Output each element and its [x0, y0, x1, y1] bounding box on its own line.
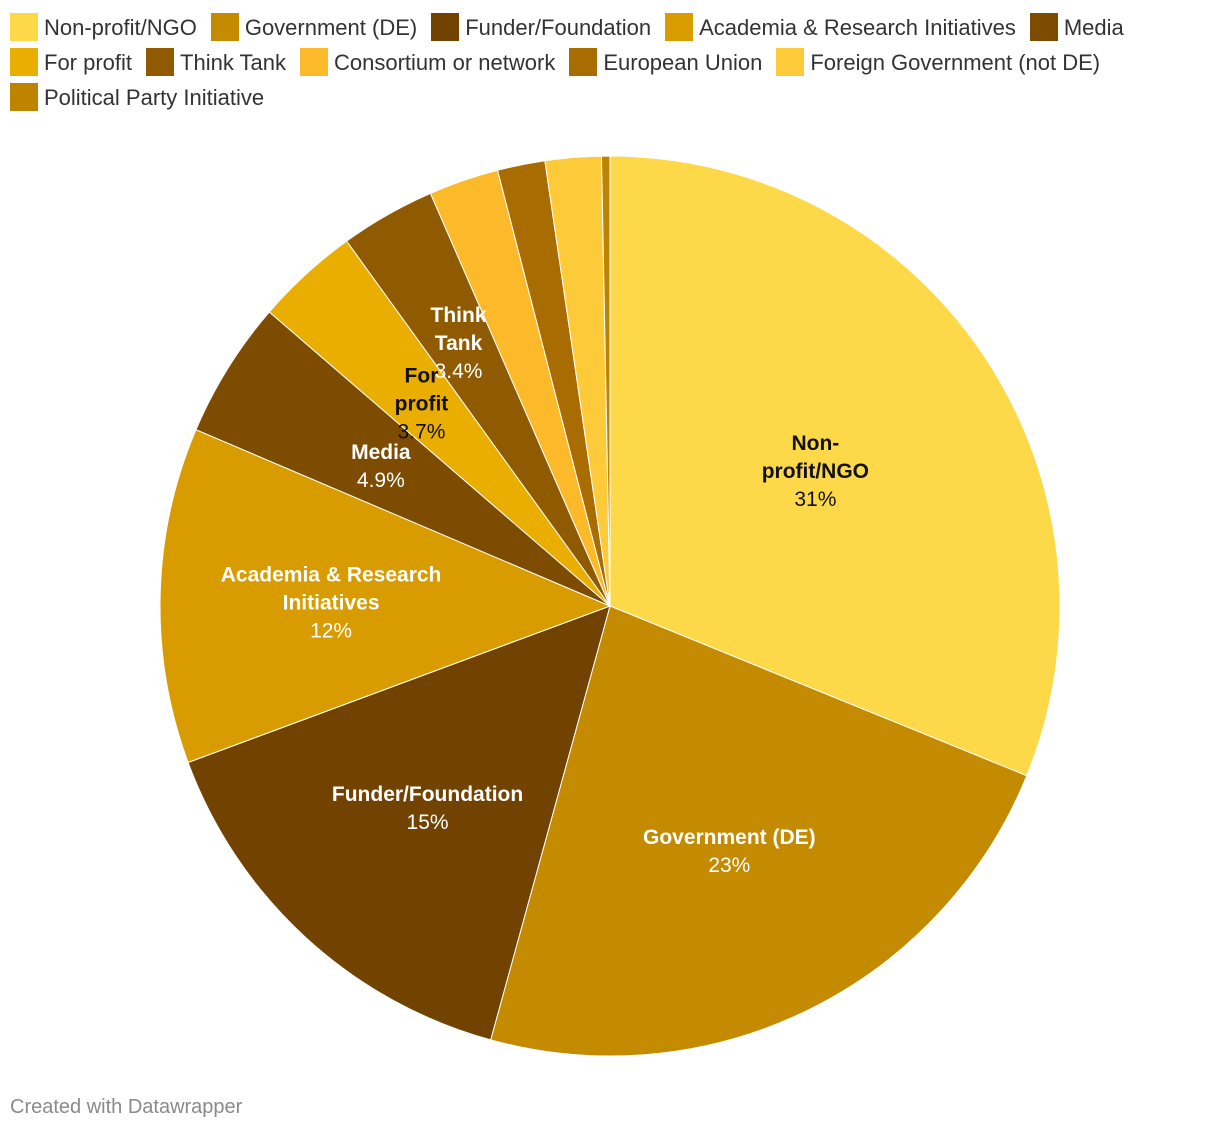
legend-label: Consortium or network [334, 50, 556, 75]
legend-label: Government (DE) [244, 15, 418, 40]
legend-label: Non-profit/NGO [44, 15, 197, 40]
slice-value-label: 15% [407, 811, 449, 834]
slice-label-name: profit [395, 392, 449, 415]
slice-value-label: 23% [708, 854, 750, 877]
slice-label-for-profit: For profit 3.7% [395, 364, 449, 443]
slice-value-label: 31% [794, 488, 836, 511]
legend-label: Funder/Foundation [465, 15, 652, 40]
legend-swatch [146, 48, 175, 76]
slice-label-name: Media [351, 441, 411, 464]
legend-item-academia-research-initiatives: Academia & Research Initiatives [665, 10, 1016, 45]
legend-item-consortium-or-network: Consortium or network [300, 45, 555, 80]
legend-swatch [431, 13, 460, 41]
legend-swatch [10, 83, 38, 111]
slice-label-name: For [405, 364, 439, 387]
slice-label-non-profit-ngo: Non-profit/NGO 31% [762, 432, 869, 511]
legend-label: For profit [44, 50, 133, 75]
legend-item-european-union: European Union [569, 45, 762, 80]
legend-label: European Union [603, 50, 763, 75]
slice-value-label: 4.9% [357, 469, 405, 492]
legend-label: Political Party Initiative [44, 85, 265, 110]
legend-item-foreign-government-not-de: Foreign Government (not DE) [776, 45, 1100, 80]
pie-slice-government-de [490, 605, 1028, 1057]
legend-swatch [776, 48, 805, 76]
legend-label: Media [1063, 15, 1124, 40]
slice-label-media: Media 4.9% [351, 441, 411, 492]
slice-label-think-tank: Think Tank 3.4% [431, 304, 487, 383]
legend-swatch [10, 13, 38, 41]
slice-label-funder-foundation: Funder/Foundation 15% [332, 783, 523, 834]
pie-slice-political-party-initiative [600, 155, 611, 607]
legend-swatch [300, 48, 329, 76]
slice-label-academia-research-initiatives: Academia & Research Initiatives 12% [221, 563, 442, 642]
slice-value-label: 12% [310, 619, 352, 642]
slice-label-name: Think [431, 304, 487, 327]
slice-value-label: 3.7% [398, 420, 446, 443]
legend-swatch [10, 48, 38, 76]
slice-label-name: Initiatives [283, 591, 380, 614]
legend-item-political-party-initiative: Political Party Initiative [10, 80, 264, 115]
legend-item-for-profit: For profit [10, 45, 132, 80]
legend-item-government-de: Government (DE) [210, 10, 418, 45]
slice-label-name: profit/NGO [762, 460, 869, 483]
legend-label: Think Tank [180, 50, 287, 75]
slice-label-government-de: Government (DE) 23% [643, 826, 816, 877]
slice-value-label: 3.4% [435, 360, 483, 383]
pie-slice-non-profit-ngo [609, 155, 1061, 777]
legend-swatch [1029, 13, 1058, 41]
legend-swatch [210, 13, 239, 41]
slice-label-name: Government (DE) [643, 826, 816, 849]
datawrapper-credit: Created with Datawrapper [10, 1096, 243, 1118]
legend-label: Foreign Government (not DE) [810, 50, 1101, 75]
slice-label-name: Tank [435, 332, 483, 355]
legend-item-non-profit-ngo: Non-profit/NGO [10, 10, 197, 45]
slice-label-name: Funder/Foundation [332, 783, 523, 806]
legend-swatch [569, 48, 598, 76]
legend-item-media: Media [1029, 10, 1124, 45]
legend-label: Academia & Research Initiatives [699, 15, 1016, 40]
legend-item-funder-foundation: Funder/Foundation [431, 10, 651, 45]
chart-legend: Non-profit/NGO Government (DE) Funder/Foun… [10, 10, 1210, 115]
slice-label-name: Academia & Research [221, 563, 442, 586]
slice-label-name: Non- [791, 432, 839, 455]
pie-slice-funder-foundation [187, 605, 611, 1041]
pie-slice-academia-research-initiatives [159, 429, 612, 764]
legend-swatch [665, 13, 694, 41]
legend-item-think-tank: Think Tank [146, 45, 286, 80]
